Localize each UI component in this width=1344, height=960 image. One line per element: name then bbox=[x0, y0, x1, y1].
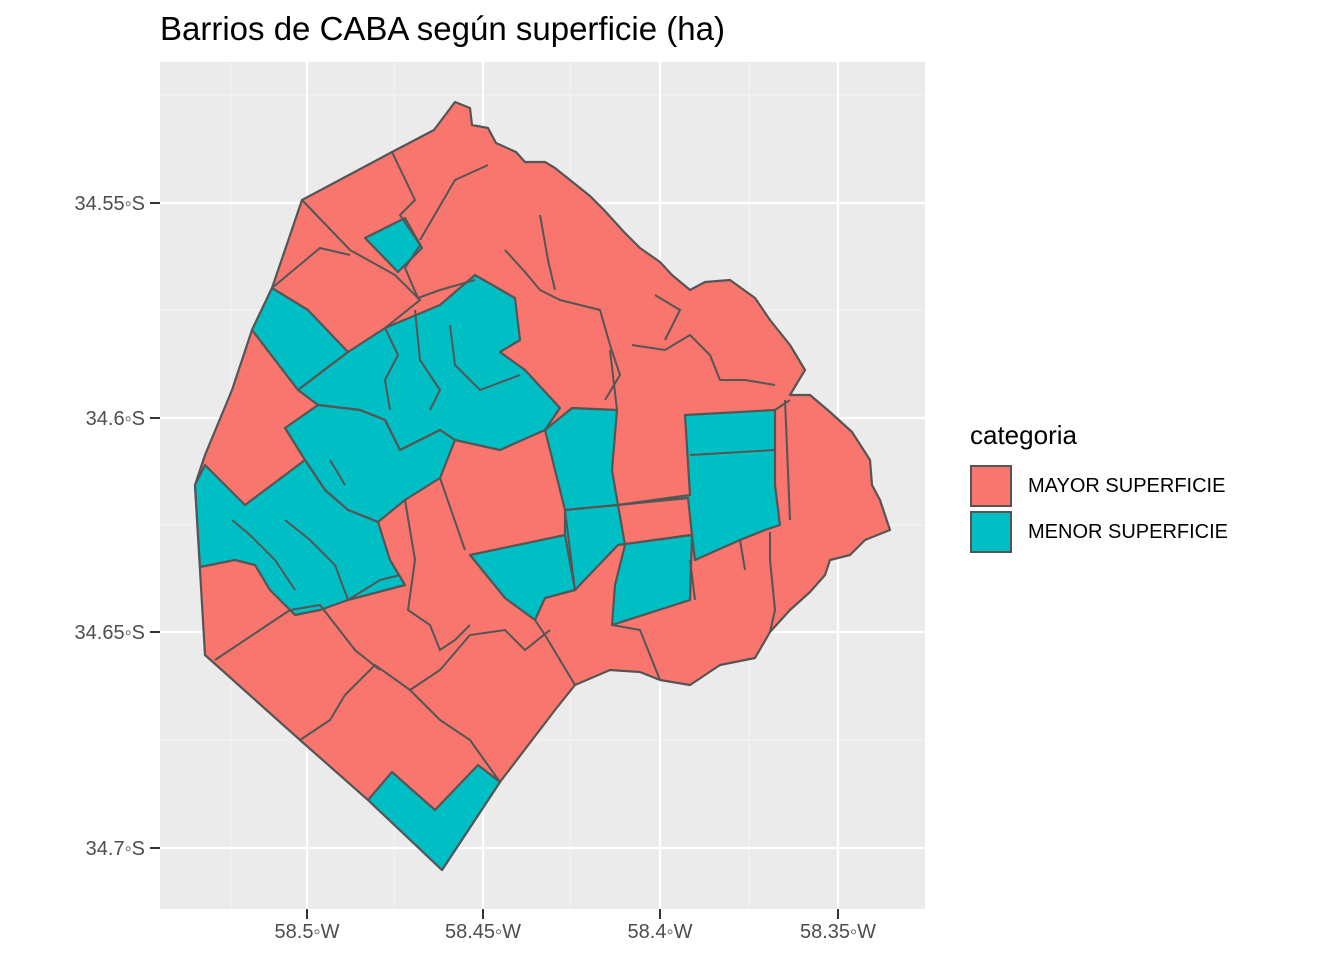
x-tick-label: 58.5◦W bbox=[275, 921, 340, 943]
x-tick-label: 58.35◦W bbox=[800, 921, 876, 943]
legend-key-mayor bbox=[970, 465, 1012, 507]
x-tick-label: 58.4◦W bbox=[628, 921, 693, 943]
y-tick-label: 34.6◦S bbox=[86, 408, 145, 430]
x-ticks bbox=[306, 909, 839, 919]
plot-title: Barrios de CABA según superficie (ha) bbox=[160, 10, 725, 47]
legend-item-menor: MENOR SUPERFICIE bbox=[970, 509, 1228, 555]
legend-label-mayor: MAYOR SUPERFICIE bbox=[1028, 474, 1226, 497]
barrio-borders bbox=[214, 151, 791, 783]
barrio-menor bbox=[366, 763, 502, 872]
legend-title: categoria bbox=[970, 420, 1077, 450]
barrio-menor bbox=[468, 533, 577, 622]
y-tick-label: 34.55◦S bbox=[75, 193, 145, 215]
y-tick-labels: 34.55◦S 34.6◦S 34.65◦S 34.7◦S bbox=[75, 193, 145, 860]
y-ticks bbox=[150, 202, 160, 849]
legend-label-menor: MENOR SUPERFICIE bbox=[1028, 520, 1229, 543]
y-tick-label: 34.7◦S bbox=[86, 838, 145, 860]
barrio-menor bbox=[543, 406, 620, 512]
x-tick-labels: 58.5◦W 58.45◦W 58.4◦W 58.35◦W bbox=[275, 921, 877, 943]
legend-item-mayor: MAYOR SUPERFICIE bbox=[970, 463, 1228, 509]
x-tick-label: 58.45◦W bbox=[445, 921, 521, 943]
barrio-menor bbox=[363, 216, 424, 274]
legend-key-menor bbox=[970, 511, 1012, 553]
y-tick-label: 34.65◦S bbox=[75, 622, 145, 644]
legend: categoria MAYOR SUPERFICIE MENOR SUPERFI… bbox=[970, 420, 1228, 555]
